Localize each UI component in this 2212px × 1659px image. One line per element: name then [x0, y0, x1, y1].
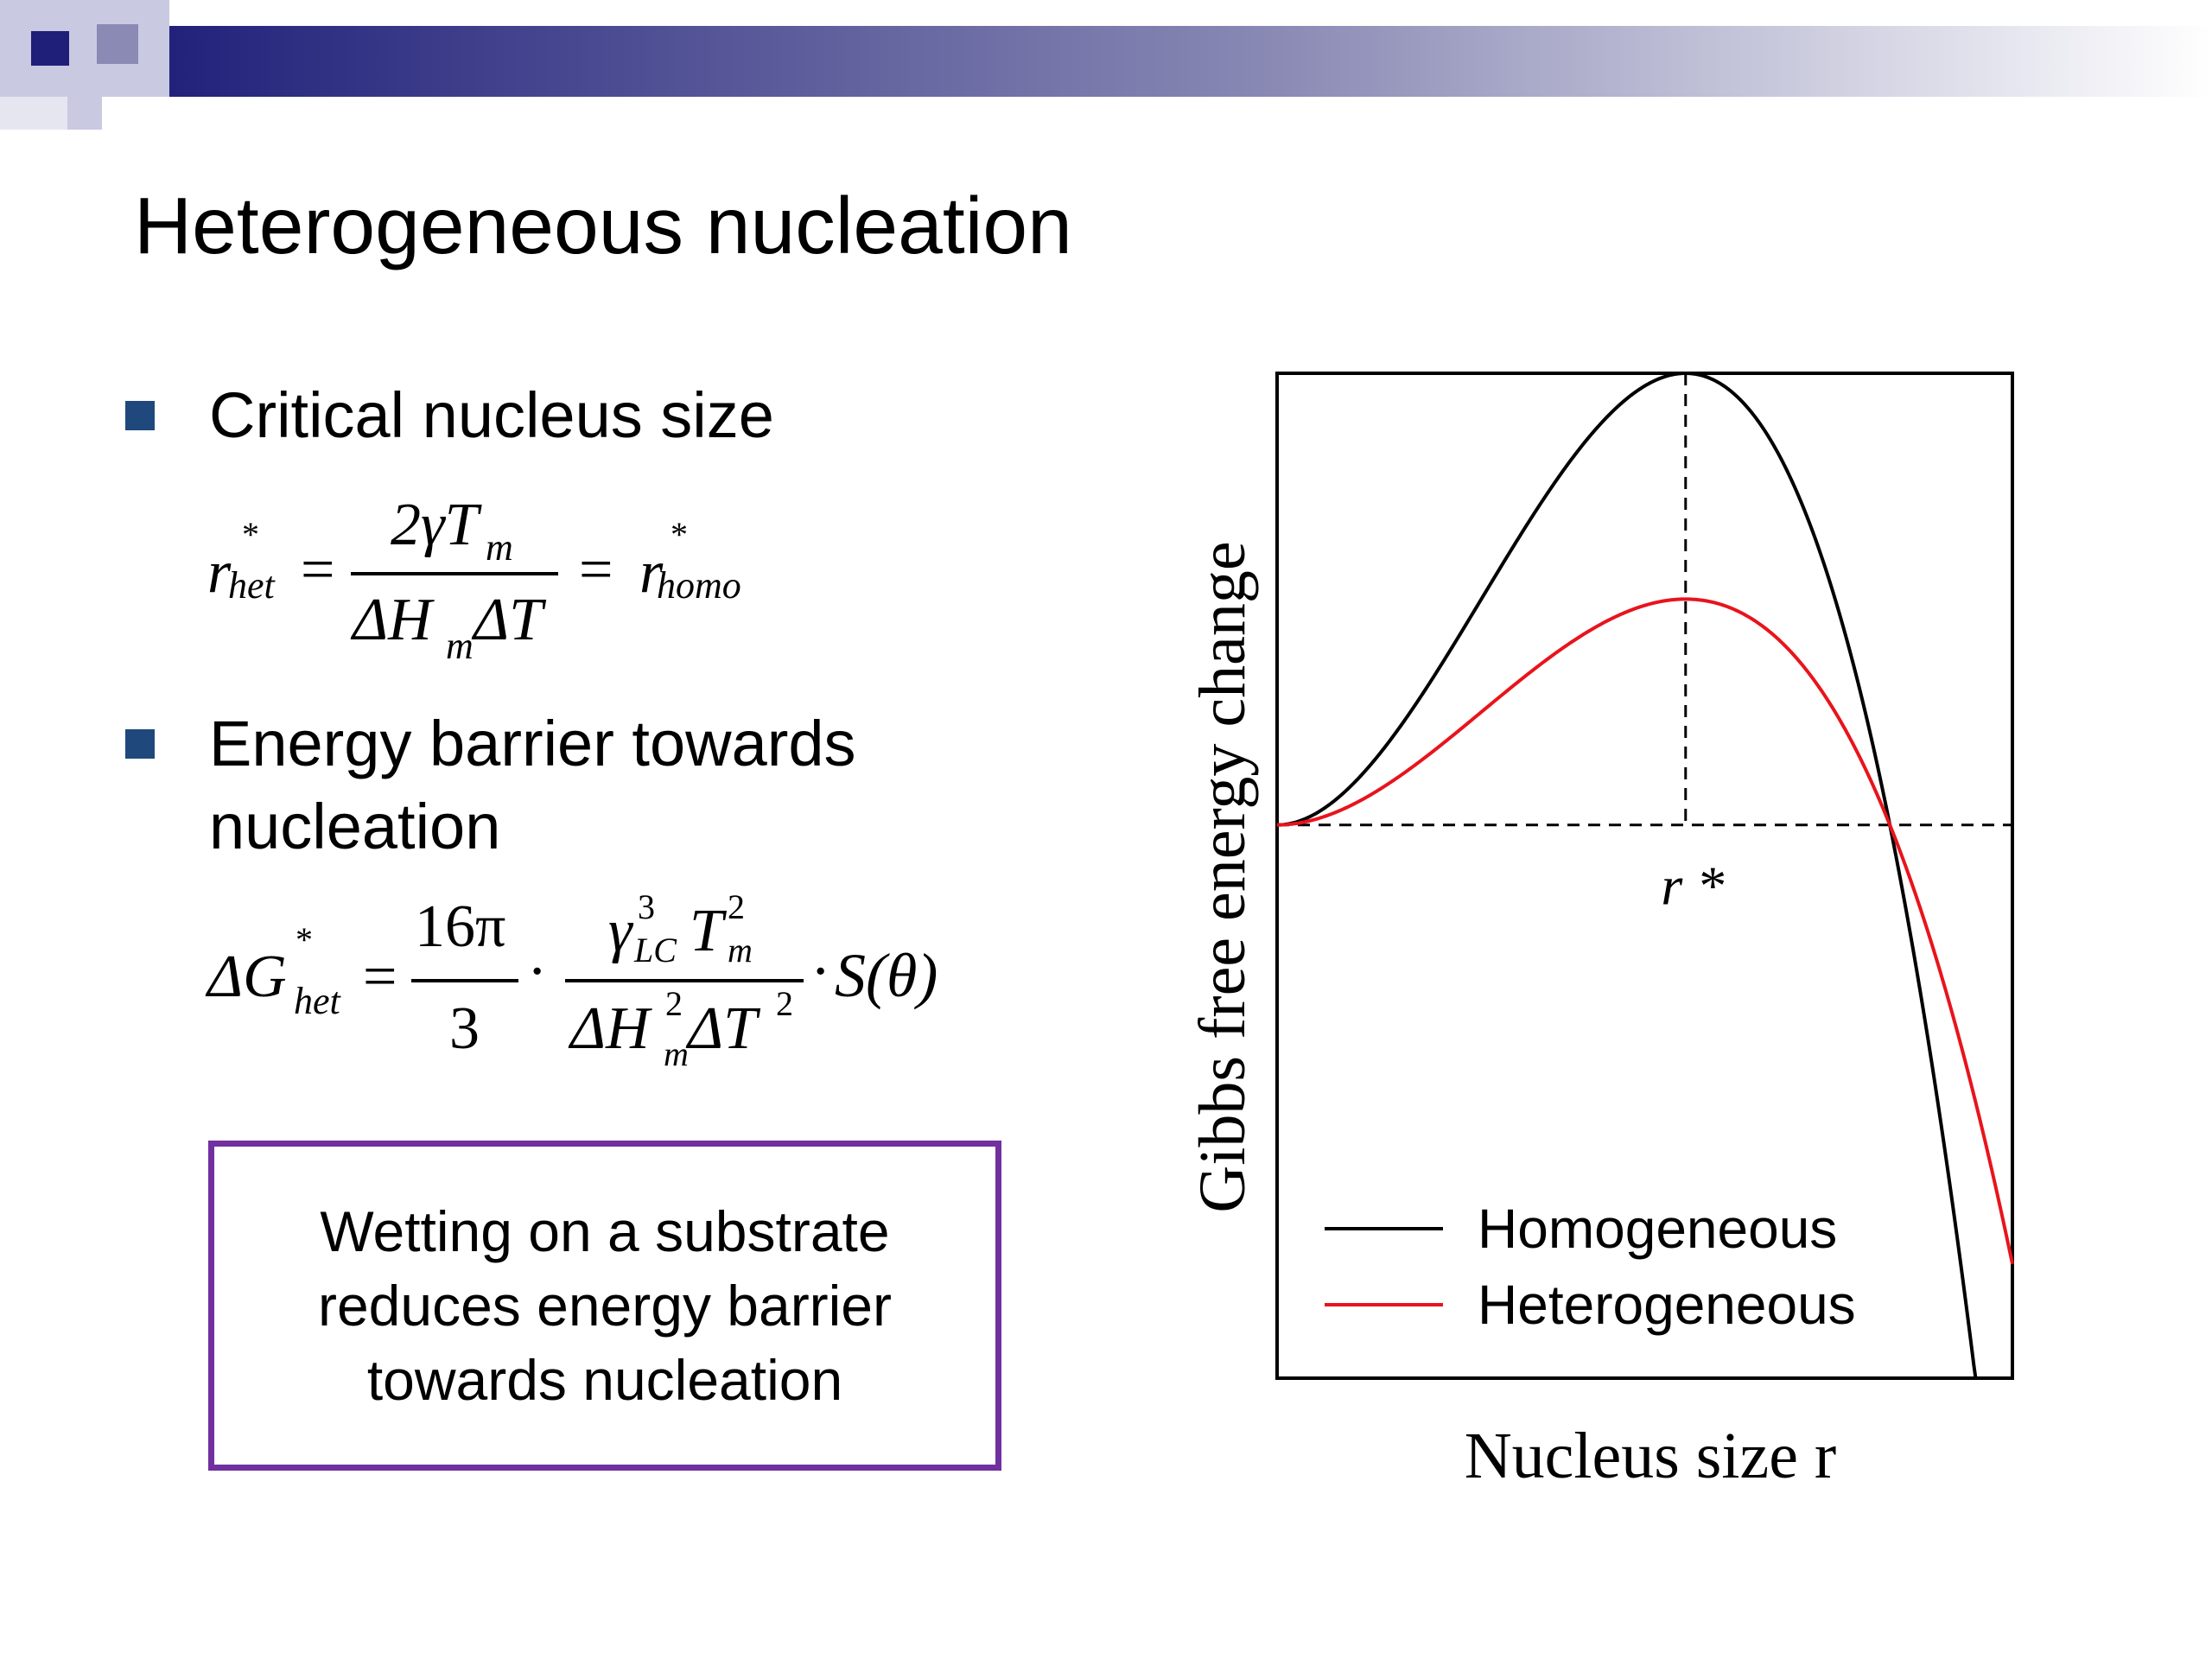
eq2-frac1-num: 16π [415, 894, 505, 960]
header-gradient-bar [138, 26, 2212, 97]
bullet-text: Critical nucleus size [209, 379, 774, 451]
eq2-lhs-sub: het [294, 980, 342, 1022]
slide-title: Heterogeneous nucleation [134, 181, 1072, 270]
eq1-lhs-sub: het [228, 564, 276, 607]
eq1-fraction-bar [351, 572, 558, 575]
eq2-den-dh-sup: 2 [665, 984, 683, 1023]
y-axis-label: Gibbs free energy change [1186, 541, 1259, 1212]
eq2-den-dh: ΔH [568, 995, 652, 1062]
eq2-den-dh-sub: m [664, 1034, 689, 1073]
bullet-square [125, 729, 155, 759]
series-homogeneous-line [1276, 371, 1978, 1379]
eq1-rhs-sub: homo [657, 564, 741, 607]
eq1-numerator: 2γT [391, 493, 483, 558]
callout-line-3: towards nucleation [366, 1348, 843, 1412]
eq1-den-dh: ΔH [350, 587, 435, 653]
eq2-num-gamma-sub: LC [633, 931, 677, 969]
eq1-equals-1: = [301, 537, 334, 603]
eq2-dot-1: · [527, 938, 547, 1005]
eq1-lhs-star: * [242, 515, 259, 554]
equation-energy-barrier: ΔG * het = 16π 3 · γ 3 LC T 2 m ΔH 2 m Δ… [205, 894, 938, 1073]
equation-critical-radius: r * het = 2γT m ΔH m ΔT = r * homo [207, 493, 741, 665]
eq2-equals: = [363, 944, 397, 1010]
bullet-text-line-1: Energy barrier towards [209, 708, 856, 779]
eq2-lhs: ΔG [205, 944, 287, 1010]
eq2-frac1-den: 3 [449, 995, 480, 1062]
eq1-equals-2: = [579, 537, 613, 603]
critical-radius-label: r * [1661, 855, 1724, 917]
eq2-lhs-star: * [296, 920, 313, 959]
eq2-frac1-bar [411, 979, 518, 982]
header-square-mid [97, 24, 138, 64]
x-axis-label: Nucleus size r [1465, 1420, 1837, 1492]
bullet-square [125, 401, 155, 430]
header-square-light-3 [67, 67, 102, 130]
series-heterogeneous-line [1276, 597, 2014, 1265]
header-square-dark [31, 31, 69, 66]
eq2-num-t: T [690, 898, 728, 964]
eq2-den-dt: ΔT [685, 995, 761, 1062]
eq2-num-t-sub: m [728, 931, 753, 969]
legend-label-heterogeneous: Heterogeneous [1478, 1274, 1856, 1336]
legend-label-homogeneous: Homogeneous [1478, 1198, 1837, 1260]
eq2-dot-2: · [810, 938, 830, 1005]
eq2-tail: S(θ) [835, 941, 938, 1010]
eq1-rhs-star: * [671, 515, 688, 554]
eq1-den-dt: ΔT [471, 587, 547, 653]
callout-box: Wetting on a substrate reduces energy ba… [208, 1141, 1001, 1471]
eq2-num-t-sup: 2 [728, 894, 745, 926]
callout-line-2: reduces energy barrier [318, 1274, 892, 1338]
eq2-den-dt-sup: 2 [776, 984, 793, 1023]
eq1-numerator-sub: m [486, 526, 513, 569]
plot-frame [1275, 372, 2014, 1380]
eq1-rhs-r: r [639, 539, 664, 606]
eq1-lhs-r: r [207, 539, 232, 606]
bullet-text-line-2: nucleation [209, 791, 501, 862]
header-band [0, 0, 2212, 130]
eq2-num-gamma: γ [608, 898, 634, 964]
eq2-frac2-bar [565, 979, 804, 982]
eq1-den-sub: m [446, 625, 474, 665]
gibbs-energy-chart: r * Gibbs free energy change Nucleus siz… [1186, 371, 2014, 1492]
callout-line-1: Wetting on a substrate [320, 1199, 890, 1263]
eq2-num-gamma-sup: 3 [638, 894, 655, 926]
header-square-white [0, 97, 67, 130]
